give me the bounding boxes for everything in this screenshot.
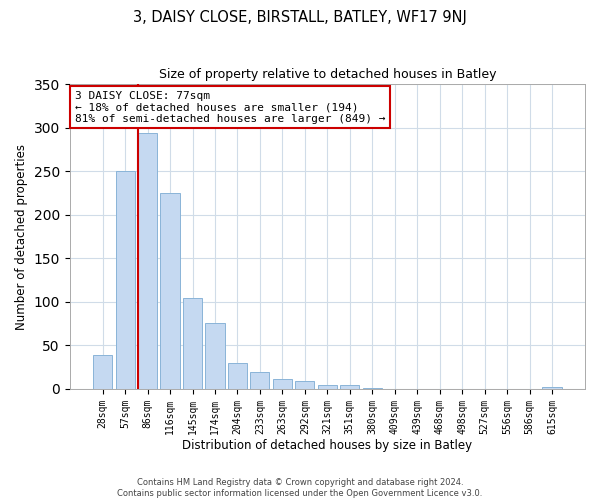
Bar bbox=[183, 298, 202, 389]
Bar bbox=[363, 388, 382, 389]
Title: Size of property relative to detached houses in Batley: Size of property relative to detached ho… bbox=[158, 68, 496, 80]
X-axis label: Distribution of detached houses by size in Batley: Distribution of detached houses by size … bbox=[182, 440, 472, 452]
Bar bbox=[542, 387, 562, 389]
Bar bbox=[160, 193, 179, 389]
Bar bbox=[250, 372, 269, 389]
Text: Contains HM Land Registry data © Crown copyright and database right 2024.
Contai: Contains HM Land Registry data © Crown c… bbox=[118, 478, 482, 498]
Text: 3, DAISY CLOSE, BIRSTALL, BATLEY, WF17 9NJ: 3, DAISY CLOSE, BIRSTALL, BATLEY, WF17 9… bbox=[133, 10, 467, 25]
Bar bbox=[318, 384, 337, 389]
Text: 3 DAISY CLOSE: 77sqm
← 18% of detached houses are smaller (194)
81% of semi-deta: 3 DAISY CLOSE: 77sqm ← 18% of detached h… bbox=[75, 90, 385, 124]
Bar bbox=[340, 386, 359, 389]
Y-axis label: Number of detached properties: Number of detached properties bbox=[15, 144, 28, 330]
Bar bbox=[138, 133, 157, 389]
Bar bbox=[93, 355, 112, 389]
Bar bbox=[295, 381, 314, 389]
Bar bbox=[116, 172, 134, 389]
Bar bbox=[228, 363, 247, 389]
Bar bbox=[273, 380, 292, 389]
Bar bbox=[205, 323, 224, 389]
